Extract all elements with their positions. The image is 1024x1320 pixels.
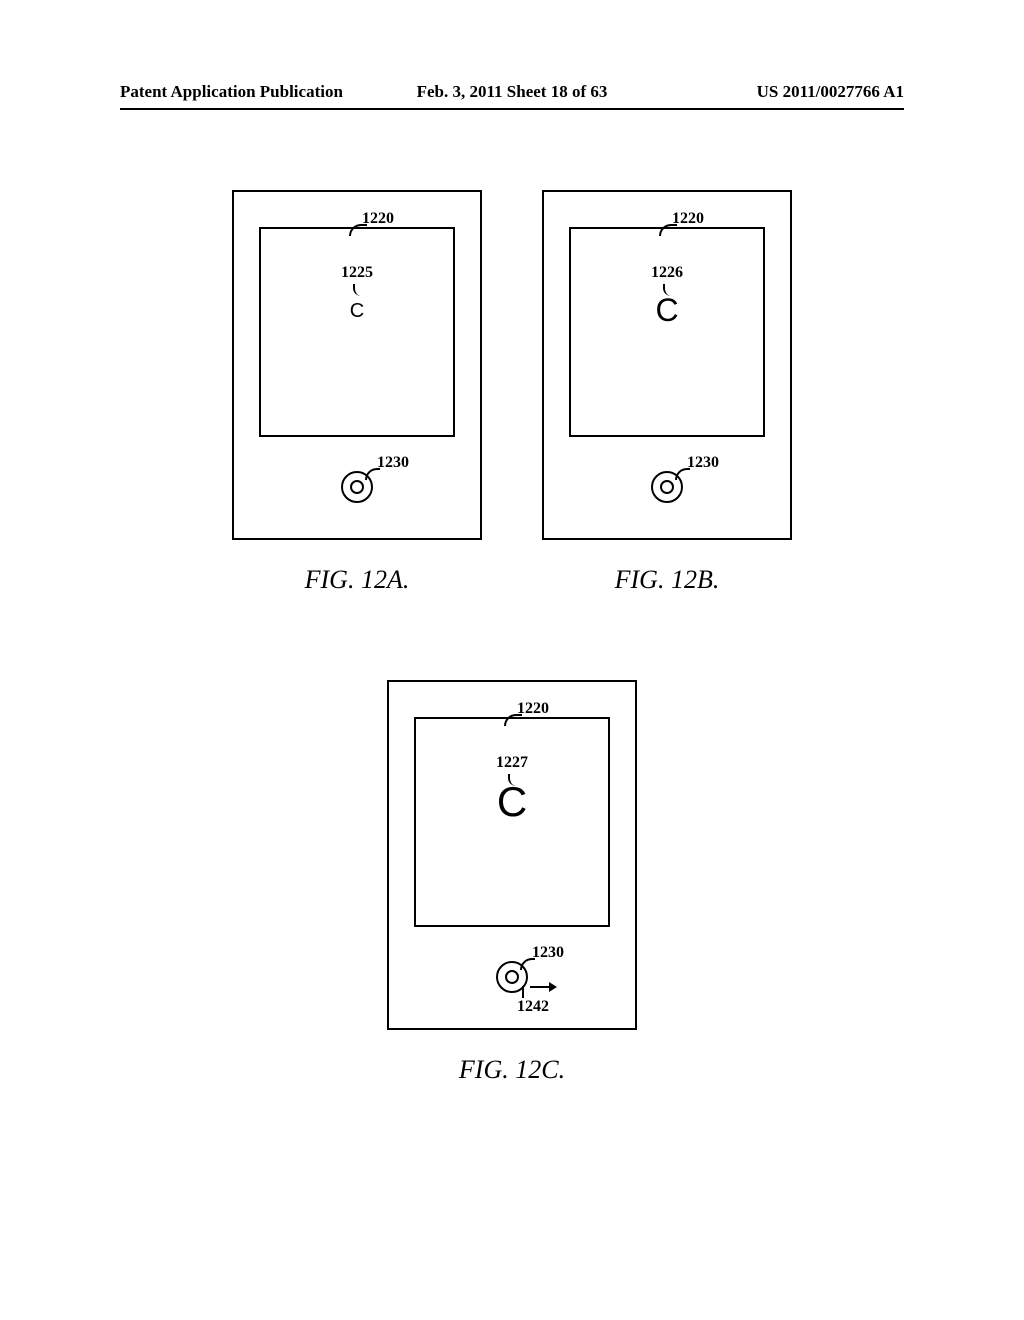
header-publication: Patent Application Publication	[120, 82, 343, 102]
home-button-inner	[350, 480, 364, 494]
figure-12a: 1220 1225 C 1230 FIG. 12A.	[232, 190, 482, 595]
figure-caption-12a: FIG. 12A.	[305, 565, 410, 595]
screen-area-a	[259, 227, 455, 437]
ref-label-1230-a: 1230	[377, 454, 409, 472]
home-button-inner	[505, 970, 519, 984]
home-button-inner	[660, 480, 674, 494]
ref-label-1230-b: 1230	[687, 454, 719, 472]
figure-12c: 1220 1227 C 1230 1242 FIG. 12C.	[387, 680, 637, 1085]
figure-row-bottom: 1220 1227 C 1230 1242 FIG. 12C.	[0, 680, 1024, 1085]
figure-caption-12c: FIG. 12C.	[459, 1055, 565, 1085]
figure-row-top: 1220 1225 C 1230 FIG. 12A. 1220 1226 C 1…	[0, 190, 1024, 595]
device-frame-b: 1220 1226 C 1230	[542, 190, 792, 540]
leader-line	[522, 986, 524, 998]
ref-label-1242: 1242	[517, 998, 549, 1016]
header-sheet-info: Feb. 3, 2011 Sheet 18 of 63	[417, 82, 608, 102]
device-frame-c: 1220 1227 C 1230 1242	[387, 680, 637, 1030]
ref-label-1225: 1225	[341, 264, 373, 282]
letter-c-small: C	[350, 300, 364, 323]
home-button-a	[341, 471, 373, 503]
home-button-b	[651, 471, 683, 503]
ref-label-1230-c: 1230	[532, 944, 564, 962]
device-frame-a: 1220 1225 C 1230	[232, 190, 482, 540]
letter-c-medium: C	[655, 292, 678, 329]
screen-area-b	[569, 227, 765, 437]
home-button-outer	[651, 471, 683, 503]
figure-caption-12b: FIG. 12B.	[615, 565, 720, 595]
ref-label-1226: 1226	[651, 264, 683, 282]
arrow-head-icon	[549, 982, 557, 992]
home-button-outer	[341, 471, 373, 503]
letter-c-large: C	[497, 778, 527, 826]
header-patent-number: US 2011/0027766 A1	[757, 82, 904, 102]
header-divider	[120, 108, 904, 110]
page-header: Patent Application Publication Feb. 3, 2…	[0, 82, 1024, 102]
arrow-1242	[530, 986, 555, 988]
ref-label-1227: 1227	[496, 754, 528, 772]
figure-12b: 1220 1226 C 1230 FIG. 12B.	[542, 190, 792, 595]
